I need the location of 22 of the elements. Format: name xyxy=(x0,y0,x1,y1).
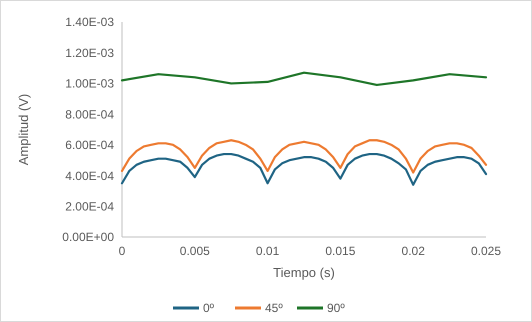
x-tick-label: 0.005 xyxy=(180,244,210,258)
y-tick-label: 1.20E-03 xyxy=(65,46,114,60)
y-tick-label: 1.40E-03 xyxy=(65,15,114,30)
y-axis-title: Amplitud (V) xyxy=(16,94,31,166)
legend-label: 90º xyxy=(327,301,346,316)
legend-label: 0º xyxy=(203,301,215,316)
y-tick-label: 4.00E-04 xyxy=(65,168,114,183)
y-tick-label: 1.00E-03 xyxy=(65,76,114,91)
y-tick-label: 8.00E-04 xyxy=(65,107,114,122)
x-tick-label: 0.02 xyxy=(402,244,426,258)
y-tick-label: 6.00E-04 xyxy=(65,138,114,152)
x-tick-label: 0.01 xyxy=(256,244,280,258)
y-tick-label: 0.00E+00 xyxy=(62,230,114,244)
x-tick-label: 0 xyxy=(118,244,126,258)
line-series xyxy=(120,72,488,86)
x-tick-label: 0.025 xyxy=(470,244,502,258)
x-tick-label: 0.015 xyxy=(325,244,356,258)
y-tick-label: 2.00E-04 xyxy=(65,199,114,214)
legend-label: 45º xyxy=(265,301,284,316)
line-series xyxy=(120,139,488,174)
line-series xyxy=(120,152,488,186)
x-axis-title: Tiempo (s) xyxy=(273,265,335,280)
